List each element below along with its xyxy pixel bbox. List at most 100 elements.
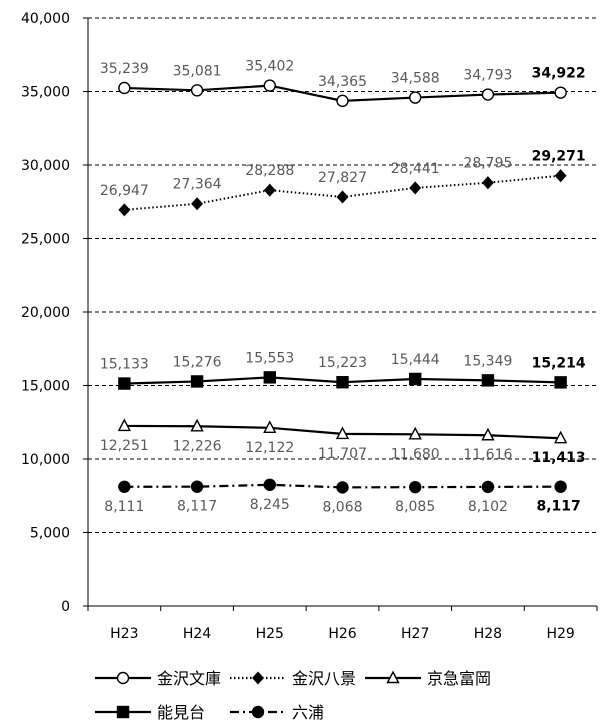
data-label: 11,616 <box>463 447 512 463</box>
data-point <box>336 190 349 204</box>
data-point <box>190 418 204 432</box>
data-point <box>481 427 495 441</box>
data-label: 28,288 <box>245 163 294 179</box>
data-point <box>263 478 276 491</box>
data-label: 34,922 <box>532 66 586 82</box>
data-point <box>191 197 204 211</box>
data-label: 28,795 <box>463 156 512 172</box>
data-label: 15,553 <box>245 350 294 366</box>
data-point <box>190 84 204 97</box>
data-label: 15,133 <box>100 357 149 373</box>
data-label: 12,122 <box>245 440 294 456</box>
legend-item: 六浦 <box>230 703 324 722</box>
data-label: 8,102 <box>468 499 508 515</box>
data-point <box>481 374 495 387</box>
data-point <box>408 426 422 440</box>
gridlines <box>88 17 597 533</box>
x-tick-label: H28 <box>474 626 502 642</box>
legend-label: 金沢文庫 <box>157 669 221 688</box>
legend-item: 金沢文庫 <box>95 669 221 688</box>
data-point <box>554 480 567 493</box>
x-tick-label: H26 <box>328 626 356 642</box>
legend-item: 能見台 <box>95 703 205 722</box>
data-label: 28,441 <box>391 161 440 177</box>
legend-marker <box>116 671 130 685</box>
data-point <box>190 480 204 493</box>
data-label: 34,793 <box>463 68 512 84</box>
legend-marker <box>116 705 130 719</box>
y-tick-label: 5,000 <box>30 526 70 542</box>
legend-label: 京急富岡 <box>427 669 491 688</box>
data-point <box>118 377 131 390</box>
legend-label: 六浦 <box>292 703 324 722</box>
data-point <box>263 183 276 197</box>
data-label: 8,117 <box>536 499 580 515</box>
legend-marker <box>386 670 400 684</box>
data-label: 35,081 <box>173 63 222 79</box>
data-label: 34,365 <box>318 74 367 90</box>
x-tick-label: H25 <box>256 626 284 642</box>
data-label: 15,214 <box>532 355 586 371</box>
data-label: 15,276 <box>173 354 222 370</box>
legend-label: 能見台 <box>157 703 205 722</box>
data-point <box>118 81 131 95</box>
data-point <box>118 203 131 217</box>
y-tick-label: 40,000 <box>21 11 70 27</box>
data-label: 12,251 <box>100 438 149 454</box>
data-point <box>554 169 567 183</box>
legend-item: 金沢八景 <box>230 669 356 688</box>
data-point <box>554 376 567 389</box>
data-point <box>481 480 495 494</box>
data-label: 35,402 <box>245 59 294 75</box>
data-point <box>335 426 350 440</box>
data-label: 8,111 <box>104 499 144 515</box>
data-label: 11,413 <box>532 450 586 466</box>
y-tick-label: 10,000 <box>21 452 70 468</box>
x-tick-label: H27 <box>401 626 429 642</box>
data-label: 26,947 <box>100 183 149 199</box>
data-point <box>554 86 567 99</box>
data-label: 27,827 <box>318 170 367 186</box>
x-tick-label: H24 <box>183 626 211 642</box>
data-point <box>409 372 422 386</box>
data-point <box>409 181 422 195</box>
data-label: 27,364 <box>173 177 222 193</box>
y-tick-label: 25,000 <box>21 232 70 248</box>
data-label: 29,271 <box>532 149 586 165</box>
data-label: 8,085 <box>395 499 435 515</box>
data-point <box>118 480 131 493</box>
data-point <box>263 371 276 384</box>
data-label: 15,349 <box>463 353 512 369</box>
data-label: 15,444 <box>391 352 440 368</box>
data-point <box>481 88 495 101</box>
data-point <box>409 480 422 494</box>
x-tick-label: H29 <box>546 626 574 642</box>
data-point <box>263 420 277 434</box>
data-point <box>336 376 349 389</box>
data-point <box>409 91 422 104</box>
y-tick-label: 30,000 <box>21 158 70 174</box>
y-tick-label: 20,000 <box>21 305 70 321</box>
data-label: 8,245 <box>250 497 290 513</box>
data-point <box>481 176 494 190</box>
y-tick-label: 15,000 <box>21 379 70 395</box>
data-point <box>336 481 349 494</box>
data-label: 8,068 <box>322 499 362 515</box>
data-point <box>117 418 132 432</box>
data-labels: 35,239 35,081 35,402 34,365 34,588 34,793 34,9… <box>100 59 586 516</box>
data-point <box>336 94 349 108</box>
data-label: 35,239 <box>100 61 149 77</box>
data-point <box>190 375 204 388</box>
series-group <box>117 79 568 494</box>
legend-item: 京急富岡 <box>365 669 491 688</box>
legend-marker <box>252 671 264 685</box>
legend-marker <box>251 705 265 719</box>
data-point <box>263 79 276 92</box>
axes: 0 5,000 10,000 15,000 20,000 25,000 30,000 35,0… <box>21 11 598 642</box>
data-label: 8,117 <box>177 499 217 515</box>
data-label: 11,680 <box>391 446 440 462</box>
data-point <box>553 430 568 444</box>
y-tick-label: 0 <box>61 599 70 615</box>
